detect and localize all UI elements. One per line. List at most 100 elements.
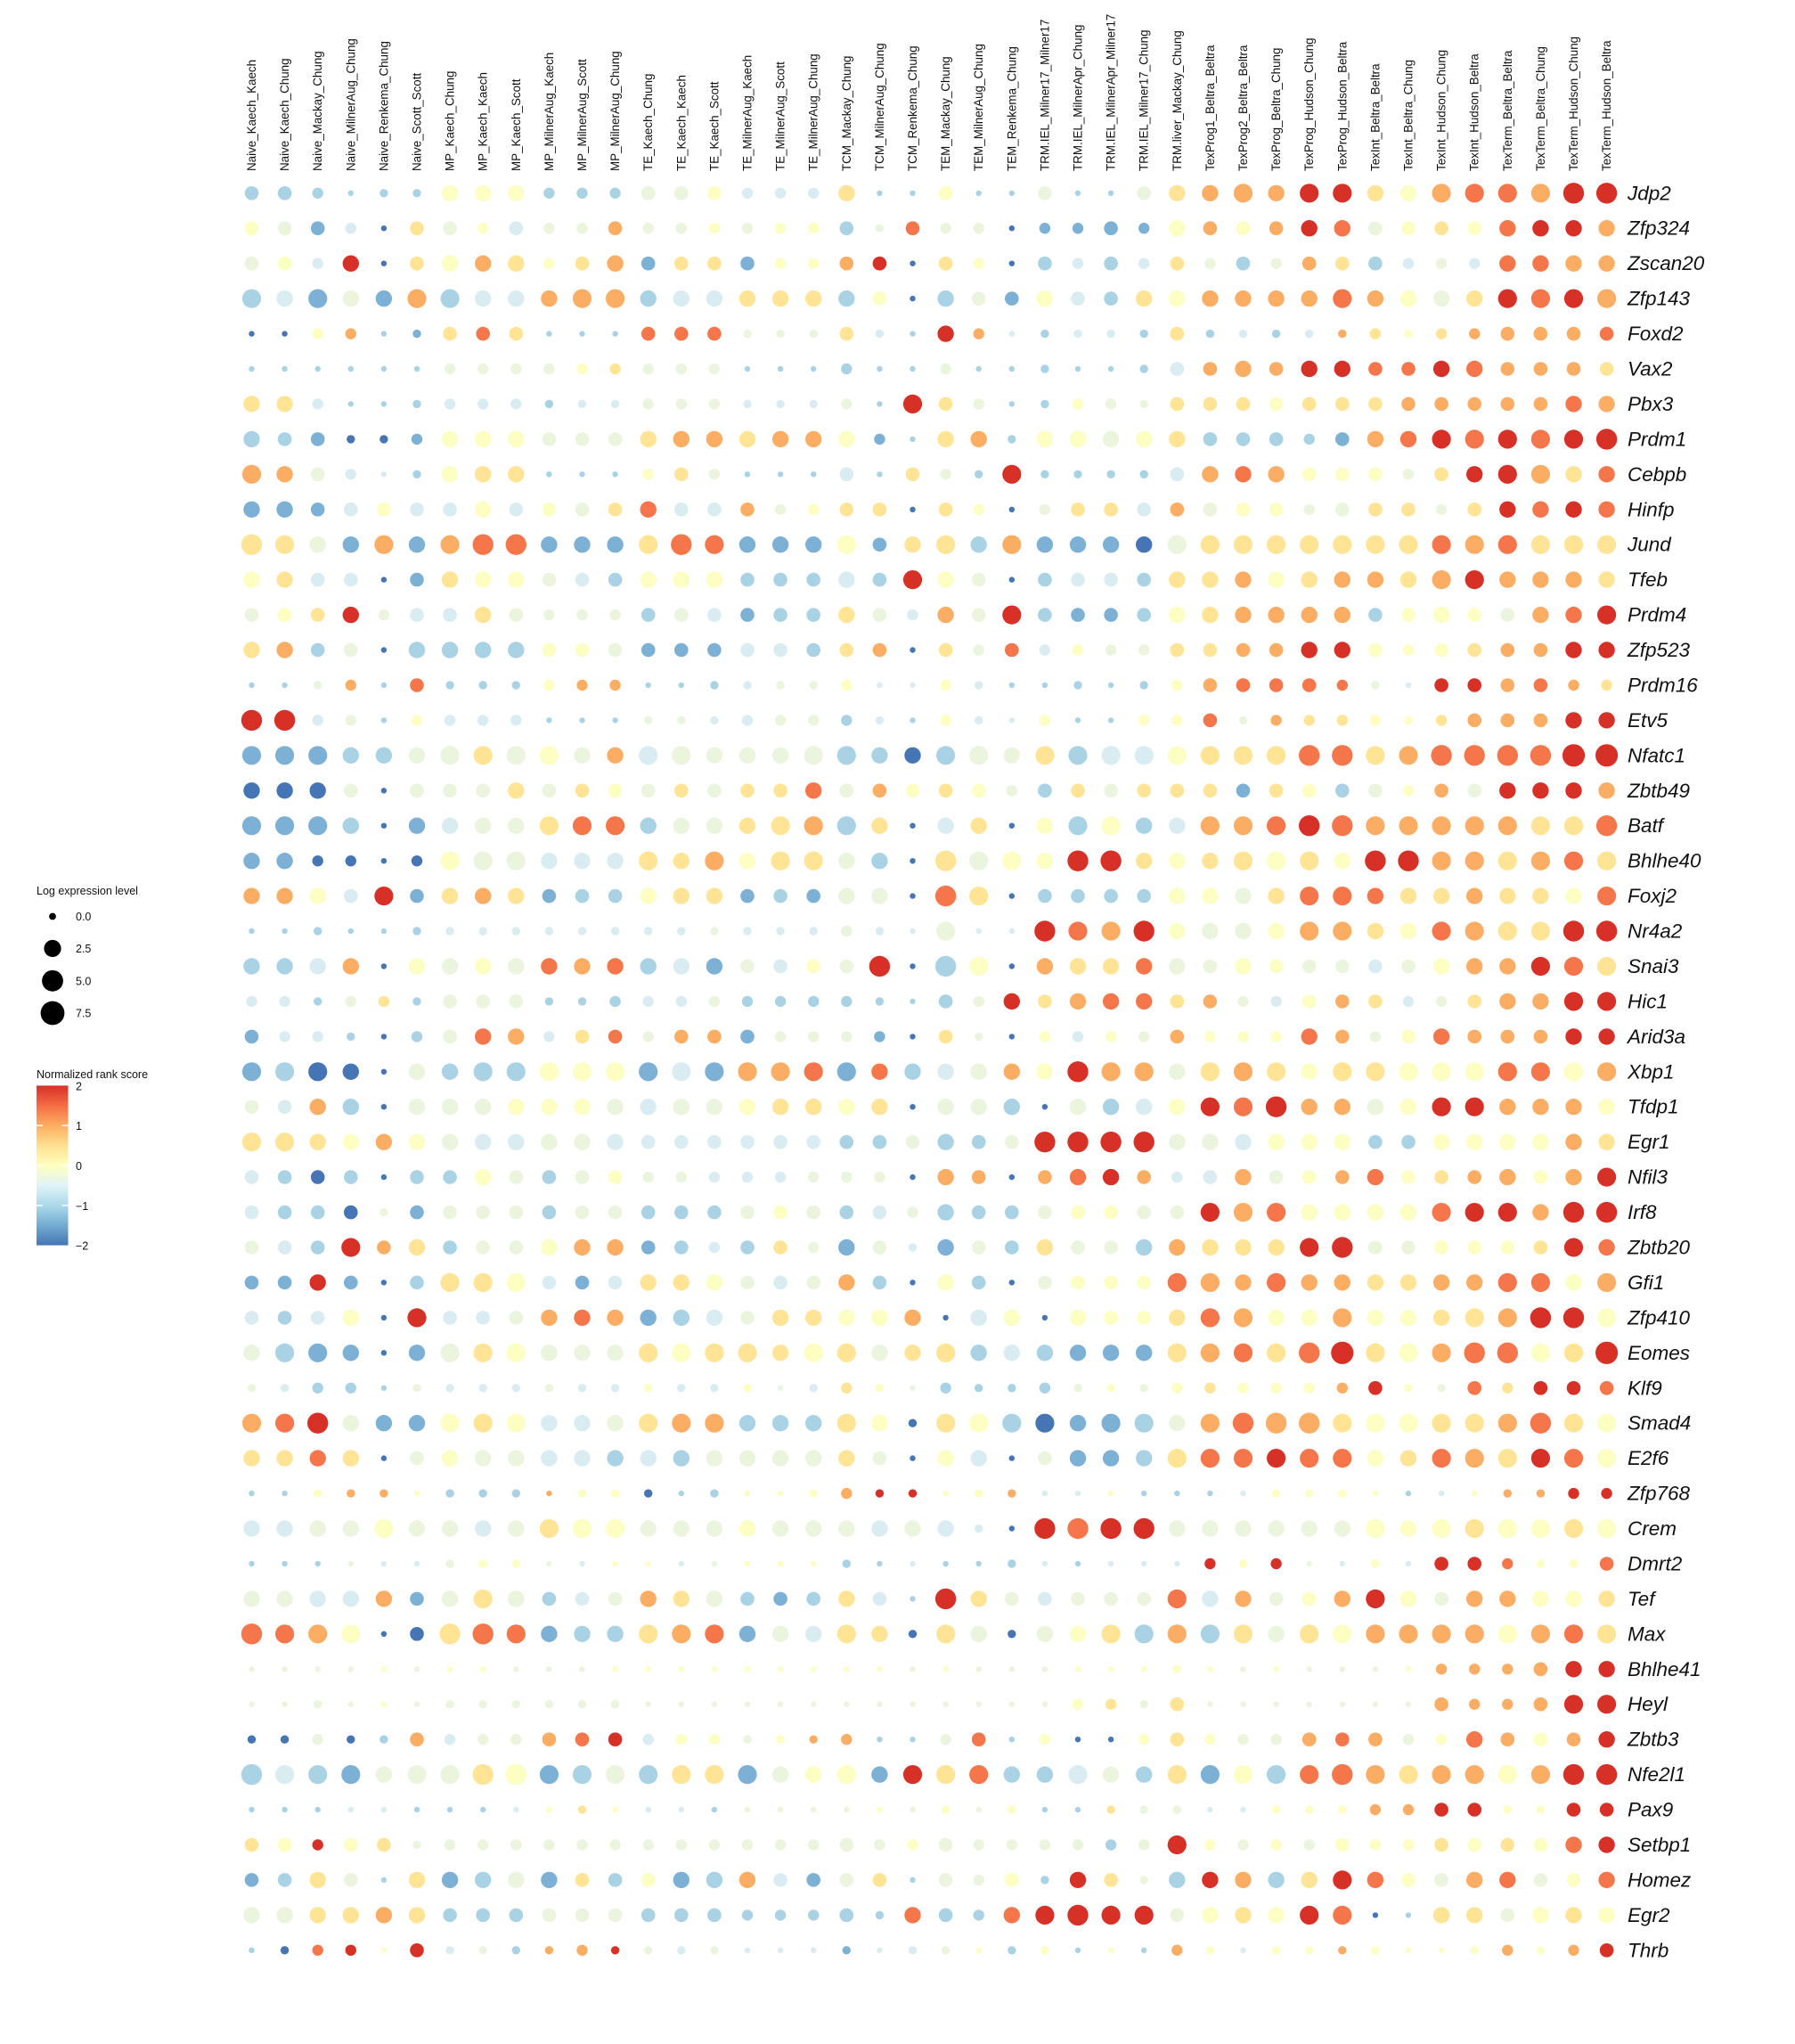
svg-text:Thrb: Thrb (1628, 1939, 1669, 1961)
svg-text:Zfp523: Zfp523 (1627, 639, 1691, 661)
svg-text:Foxj2: Foxj2 (1628, 885, 1677, 907)
svg-text:Naive_MilnerAug_Chung: Naive_MilnerAug_Chung (344, 38, 357, 171)
svg-text:Dmrt2: Dmrt2 (1628, 1553, 1683, 1575)
svg-text:Pbx3: Pbx3 (1628, 393, 1674, 415)
svg-text:TexInt_Hudson_Beltra: TexInt_Hudson_Beltra (1468, 53, 1481, 171)
svg-text:Hinfp: Hinfp (1628, 498, 1675, 520)
svg-text:TexInt_Beltra_Chung: TexInt_Beltra_Chung (1402, 60, 1416, 171)
svg-text:TexInt_Beltra_Beltra: TexInt_Beltra_Beltra (1368, 63, 1382, 171)
svg-text:1: 1 (76, 1120, 82, 1132)
svg-text:Heyl: Heyl (1628, 1693, 1669, 1715)
svg-text:TexProg_Hudson_Beltra: TexProg_Hudson_Beltra (1335, 41, 1349, 171)
svg-text:Nfe2l1: Nfe2l1 (1628, 1763, 1685, 1786)
svg-text:TCM_Mackay_Chung: TCM_Mackay_Chung (840, 56, 853, 172)
svg-text:Zfp324: Zfp324 (1627, 217, 1690, 240)
svg-text:Naive_Mackay_Chung: Naive_Mackay_Chung (311, 51, 324, 171)
svg-text:TE_MilnerAug_Chung: TE_MilnerAug_Chung (807, 53, 820, 171)
svg-text:TexProg1_Beltra_Beltra: TexProg1_Beltra_Beltra (1203, 45, 1217, 171)
svg-text:Zscan20: Zscan20 (1627, 252, 1705, 274)
svg-text:Log expression level: Log expression level (37, 885, 138, 897)
svg-text:Naive_Renkema_Chung: Naive_Renkema_Chung (377, 41, 390, 171)
svg-text:Arid3a: Arid3a (1626, 1026, 1685, 1048)
svg-text:Bhlhe41: Bhlhe41 (1628, 1658, 1701, 1680)
svg-text:Crem: Crem (1628, 1517, 1677, 1540)
svg-text:Foxd2: Foxd2 (1628, 323, 1684, 345)
svg-text:Zfp410: Zfp410 (1627, 1306, 1691, 1329)
svg-text:MP_MilnerAug_Scott: MP_MilnerAug_Scott (575, 59, 589, 171)
svg-text:Tef: Tef (1628, 1588, 1657, 1610)
svg-text:Nfil3: Nfil3 (1628, 1166, 1668, 1189)
svg-text:Irf8: Irf8 (1628, 1201, 1657, 1223)
svg-text:TE_Kaech_Scott: TE_Kaech_Scott (707, 81, 721, 171)
svg-text:Tfdp1: Tfdp1 (1628, 1096, 1679, 1118)
svg-text:TexTerm_Hudson_Chung: TexTerm_Hudson_Chung (1567, 37, 1580, 171)
svg-text:5.0: 5.0 (76, 975, 91, 987)
svg-text:Zbtb49: Zbtb49 (1627, 780, 1691, 802)
svg-text:TE_Kaech_Chung: TE_Kaech_Chung (641, 74, 655, 171)
svg-text:Hic1: Hic1 (1628, 990, 1668, 1012)
svg-text:MP_MilnerAug_Chung: MP_MilnerAug_Chung (608, 51, 622, 171)
svg-text:−1: −1 (76, 1200, 88, 1213)
svg-text:Naive_Kaech_Kaech: Naive_Kaech_Kaech (245, 60, 258, 171)
svg-text:Egr2: Egr2 (1628, 1904, 1670, 1926)
svg-text:Pax9: Pax9 (1628, 1799, 1674, 1821)
svg-text:Jdp2: Jdp2 (1627, 182, 1671, 204)
svg-text:Zbtb20: Zbtb20 (1627, 1237, 1691, 1259)
svg-text:TexProg_Hudson_Chung: TexProg_Hudson_Chung (1302, 37, 1316, 171)
svg-text:Setbp1: Setbp1 (1628, 1834, 1691, 1856)
svg-text:Snai3: Snai3 (1628, 955, 1679, 977)
svg-text:Max: Max (1628, 1623, 1666, 1645)
svg-text:Normalized rank score: Normalized rank score (37, 1068, 148, 1081)
svg-text:0: 0 (76, 1160, 82, 1173)
svg-text:TexProg2_Beltra_Beltra: TexProg2_Beltra_Beltra (1236, 45, 1250, 171)
svg-text:TEM_Mackay_Chung: TEM_Mackay_Chung (939, 56, 952, 171)
svg-text:TexTerm_Beltra_Beltra: TexTerm_Beltra_Beltra (1501, 50, 1514, 171)
svg-text:TCM_MilnerAug_Chung: TCM_MilnerAug_Chung (873, 43, 886, 171)
svg-text:TRM.liver_Mackay_Chung: TRM.liver_Mackay_Chung (1171, 30, 1184, 171)
svg-text:Gfi1: Gfi1 (1628, 1271, 1664, 1294)
svg-text:Vax2: Vax2 (1628, 358, 1673, 380)
svg-text:Etv5: Etv5 (1628, 709, 1669, 732)
svg-text:TexTerm_Hudson_Beltra: TexTerm_Hudson_Beltra (1600, 40, 1613, 171)
svg-text:TCM_Renkema_Chung: TCM_Renkema_Chung (906, 45, 919, 171)
svg-text:−2: −2 (76, 1240, 88, 1253)
svg-text:Bhlhe40: Bhlhe40 (1628, 850, 1701, 872)
svg-text:E2f6: E2f6 (1628, 1447, 1669, 1469)
svg-text:Prdm1: Prdm1 (1628, 428, 1686, 450)
svg-text:TRM.IEL_MilnerApr_Chung: TRM.IEL_MilnerApr_Chung (1072, 25, 1085, 171)
svg-text:MP_Kaech_Chung: MP_Kaech_Chung (444, 71, 457, 171)
svg-text:TRM.IEL_Milner17_Milner17: TRM.IEL_Milner17_Milner17 (1038, 20, 1051, 171)
svg-text:Nfatc1: Nfatc1 (1628, 744, 1685, 766)
svg-text:Homez: Homez (1628, 1868, 1691, 1891)
svg-text:Smad4: Smad4 (1628, 1412, 1691, 1435)
svg-text:0.0: 0.0 (76, 911, 91, 923)
svg-text:Prdm4: Prdm4 (1628, 604, 1686, 626)
svg-text:TE_Kaech_Kaech: TE_Kaech_Kaech (674, 75, 688, 171)
svg-text:TRM.IEL_MilnerApr_Milner17: TRM.IEL_MilnerApr_Milner17 (1105, 14, 1118, 171)
svg-text:Klf9: Klf9 (1628, 1377, 1662, 1399)
svg-text:TE_MilnerAug_Kaech: TE_MilnerAug_Kaech (741, 55, 755, 171)
svg-text:Tfeb: Tfeb (1628, 568, 1668, 591)
svg-text:MP_Kaech_Scott: MP_Kaech_Scott (510, 78, 523, 171)
svg-text:MP_MilnerAug_Kaech: MP_MilnerAug_Kaech (543, 53, 556, 171)
svg-text:TEM_Renkema_Chung: TEM_Renkema_Chung (1005, 46, 1018, 171)
svg-text:Xbp1: Xbp1 (1627, 1060, 1675, 1083)
svg-text:TE_MilnerAug_Scott: TE_MilnerAug_Scott (774, 61, 787, 171)
svg-text:7.5: 7.5 (76, 1008, 91, 1020)
svg-text:Cebpb: Cebpb (1628, 463, 1686, 486)
svg-text:TexTerm_Beltra_Chung: TexTerm_Beltra_Chung (1534, 46, 1547, 171)
svg-text:Prdm16: Prdm16 (1628, 675, 1698, 697)
svg-text:Zfp768: Zfp768 (1627, 1483, 1691, 1505)
svg-text:Naive_Kaech_Chung: Naive_Kaech_Chung (278, 58, 291, 171)
svg-text:Batf: Batf (1628, 814, 1666, 837)
svg-text:2: 2 (76, 1080, 82, 1092)
svg-text:Naive_Scott_Scott: Naive_Scott_Scott (411, 73, 424, 171)
svg-text:Zbtb3: Zbtb3 (1627, 1729, 1679, 1751)
svg-text:Zfp143: Zfp143 (1627, 288, 1691, 310)
svg-text:2.5: 2.5 (76, 943, 91, 955)
svg-text:TexInt_Hudson_Chung: TexInt_Hudson_Chung (1435, 50, 1448, 171)
svg-text:TEM_MilnerAug_Chung: TEM_MilnerAug_Chung (972, 44, 985, 171)
svg-text:TRM.IEL_Milner17_Chung: TRM.IEL_Milner17_Chung (1138, 29, 1151, 171)
svg-text:Eomes: Eomes (1628, 1342, 1690, 1364)
svg-text:Egr1: Egr1 (1628, 1131, 1670, 1153)
